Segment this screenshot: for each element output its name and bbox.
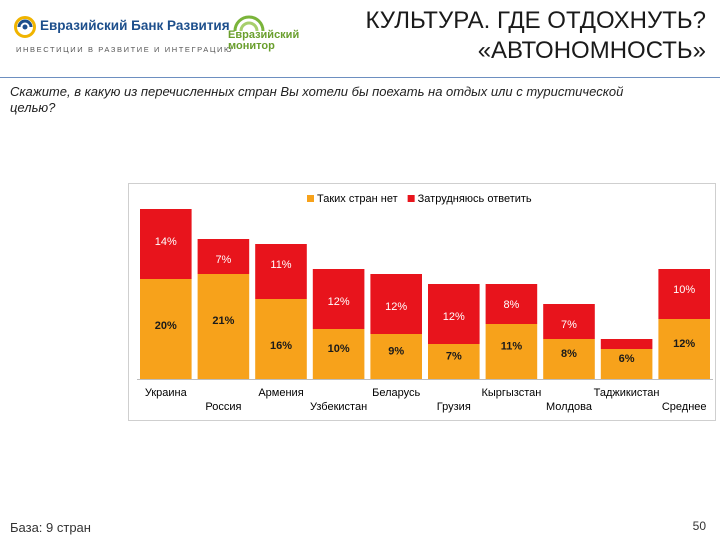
category-label-6: Кыргызстан	[481, 387, 541, 399]
bar-none-5	[428, 344, 480, 379]
bar-none-8	[600, 349, 653, 379]
stacked-bar-chart: Таких стран нет Затрудняюсь ответить 20% 14…	[137, 193, 713, 413]
data-label-none-9: 12%	[673, 338, 695, 350]
bar-none-7	[543, 339, 595, 379]
data-label-dont-know-2: 11%	[270, 259, 291, 271]
page-number: 50	[692, 519, 706, 533]
data-label-dont-know-0: 14%	[155, 236, 177, 248]
category-label-4: Беларусь	[372, 387, 420, 399]
bar-dont-know-9	[658, 269, 710, 319]
category-label-9: Среднее	[662, 401, 707, 413]
bar-dont-know-0	[140, 209, 192, 279]
monitor-line1: Евразийский	[228, 29, 300, 41]
monitor-arc-icon	[233, 15, 265, 32]
bar-dont-know-2	[255, 244, 307, 299]
bar-dont-know-4	[370, 274, 422, 334]
legend-swatch-1	[407, 195, 415, 202]
category-label-7: Молдова	[546, 401, 593, 413]
data-label-dont-know-3: 12%	[328, 296, 350, 308]
page-title-line2: «АВТОНОМНОСТЬ»	[477, 37, 706, 64]
data-label-dont-know-4: 12%	[385, 301, 407, 313]
data-label-none-1: 21%	[212, 315, 234, 327]
category-label-2: Армения	[258, 387, 303, 399]
data-label-none-4: 9%	[388, 346, 404, 358]
bar-none-0	[140, 279, 192, 379]
data-label-dont-know-5: 12%	[443, 311, 465, 323]
bar-none-9	[658, 319, 710, 379]
data-label-none-3: 10%	[328, 343, 350, 355]
page-title: КУЛЬТУРА. ГДЕ ОТДОХНУТЬ? «АВТОНОМНОСТЬ»	[276, 6, 707, 66]
data-label-dont-know-1: 7%	[215, 254, 231, 266]
bar-dont-know-7	[543, 304, 595, 339]
chart-frame: Таких стран нет Затрудняюсь ответить 20% 14…	[128, 183, 716, 421]
data-label-none-6: 11%	[501, 341, 523, 353]
page-title-line1: КУЛЬТУРА. ГДЕ ОТДОХНУТЬ?	[365, 7, 707, 34]
data-label-dont-know-6: 8%	[503, 299, 519, 311]
data-label-none-7: 8%	[561, 348, 577, 360]
data-label-dont-know-8: 2%	[619, 329, 635, 341]
bar-none-6	[485, 324, 538, 379]
edb-emblem-icon	[14, 16, 36, 38]
data-label-none-0: 20%	[155, 320, 177, 332]
category-label-0: Украина	[145, 387, 188, 399]
bar-none-3	[312, 329, 365, 379]
bar-dont-know-6	[485, 284, 538, 324]
bank-tagline: ИНВЕСТИЦИИ В РАЗВИТИЕ И ИНТЕГРАЦИЮ	[16, 45, 234, 54]
legend-label-0: Таких стран нет	[317, 193, 398, 205]
bar-dont-know-8	[600, 339, 653, 349]
sample-base: База: 9 стран	[10, 520, 91, 535]
bar-none-1	[197, 274, 250, 379]
bar-dont-know-3	[312, 269, 365, 329]
bar-dont-know-1	[197, 239, 250, 274]
bar-none-2	[255, 299, 307, 379]
data-label-dont-know-7: 7%	[561, 319, 577, 331]
monitor-logo: Евразийский монитор	[228, 14, 306, 56]
category-label-8: Таджикистан	[594, 387, 660, 399]
category-label-5: Грузия	[437, 401, 471, 413]
data-label-none-5: 7%	[446, 351, 462, 363]
data-label-none-8: 6%	[619, 353, 635, 365]
monitor-line2: монитор	[228, 40, 275, 52]
monitor-name: Евразийский монитор	[228, 30, 299, 52]
data-label-none-2: 16%	[270, 340, 292, 352]
legend-swatch-0	[307, 195, 314, 202]
header: Евразийский Банк Развития ИНВЕСТИЦИИ В Р…	[0, 0, 720, 78]
data-label-dont-know-9: 10%	[673, 284, 695, 296]
edb-logo: Евразийский Банк Развития ИНВЕСТИЦИИ В Р…	[10, 16, 232, 56]
bar-none-4	[370, 334, 422, 379]
survey-question: Скажите, в какую из перечисленных стран …	[10, 84, 624, 115]
bank-name: Евразийский Банк Развития	[40, 18, 230, 33]
legend-label-1: Затрудняюсь ответить	[418, 193, 532, 205]
bar-dont-know-5	[428, 284, 480, 344]
category-label-3: Узбекистан	[310, 401, 367, 413]
header-divider	[0, 77, 720, 78]
category-label-1: Россия	[205, 401, 241, 413]
